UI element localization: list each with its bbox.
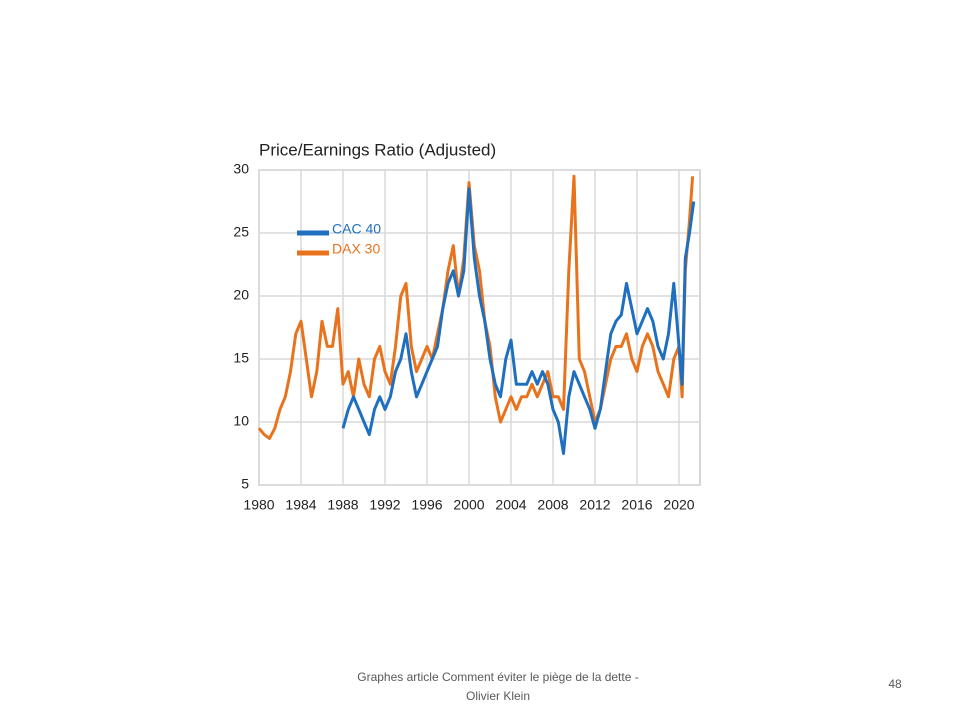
page-number: 48 [888,677,902,691]
data-line [341,187,696,455]
x-tick-label: 2000 [453,497,484,513]
y-tick-label: 30 [233,161,249,177]
x-tick-label: 2020 [663,497,694,513]
y-tick-label: 10 [233,413,249,429]
y-tick-label: 20 [233,287,249,303]
footer-caption: Graphes article Comment éviter le piège … [357,670,639,703]
legend-label: DAX 30 [332,241,380,257]
legend-label: CAC 40 [332,221,381,237]
chart-title: Price/Earnings Ratio (Adjusted) [259,140,496,159]
y-tick-label: 25 [233,224,249,240]
x-tick-label: 2008 [537,497,568,513]
data-line [257,174,695,440]
x-tick-label: 2016 [621,497,652,513]
x-tick-label: 1984 [285,497,316,513]
x-tick-label: 1996 [411,497,442,513]
x-tick-label: 2012 [579,497,610,513]
chart: Price/Earnings Ratio (Adjusted) 51015202… [233,140,701,513]
y-tick-label: 15 [233,350,249,366]
plot-frame [258,169,701,486]
x-tick-label: 1980 [243,497,274,513]
x-tick-label: 1988 [327,497,358,513]
y-tick-label: 5 [241,476,249,492]
x-tick-label: 2004 [495,497,526,513]
x-tick-label: 1992 [369,497,400,513]
